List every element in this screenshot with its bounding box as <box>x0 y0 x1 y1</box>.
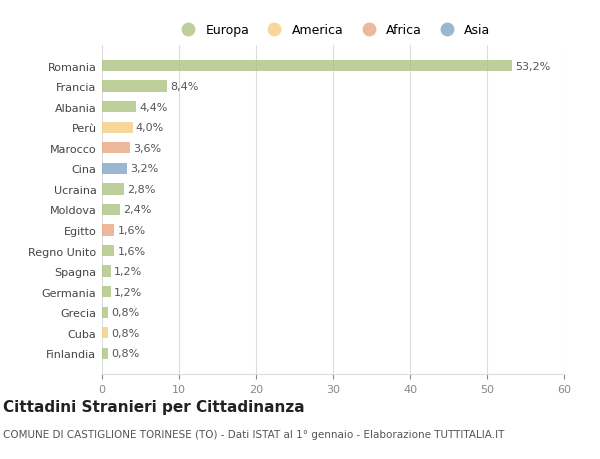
Text: 0,8%: 0,8% <box>111 308 139 318</box>
Bar <box>102 102 136 113</box>
Bar <box>102 204 121 216</box>
Text: 4,0%: 4,0% <box>136 123 164 133</box>
Bar <box>102 286 111 297</box>
Bar <box>102 327 108 339</box>
Text: 1,6%: 1,6% <box>118 246 146 256</box>
Bar <box>102 348 108 359</box>
Bar <box>102 184 124 195</box>
Legend: Europa, America, Africa, Asia: Europa, America, Africa, Asia <box>170 19 496 42</box>
Text: 3,6%: 3,6% <box>133 144 161 153</box>
Text: 2,8%: 2,8% <box>127 185 155 195</box>
Bar <box>102 307 108 318</box>
Text: 0,8%: 0,8% <box>111 328 139 338</box>
Bar <box>102 143 130 154</box>
Bar <box>102 123 133 134</box>
Bar <box>102 163 127 174</box>
Text: 8,4%: 8,4% <box>170 82 198 92</box>
Text: 2,4%: 2,4% <box>124 205 152 215</box>
Bar <box>102 266 111 277</box>
Text: 1,6%: 1,6% <box>118 225 146 235</box>
Text: 0,8%: 0,8% <box>111 348 139 358</box>
Bar <box>102 225 115 236</box>
Bar <box>102 246 115 257</box>
Bar <box>102 61 512 72</box>
Text: COMUNE DI CASTIGLIONE TORINESE (TO) - Dati ISTAT al 1° gennaio - Elaborazione TU: COMUNE DI CASTIGLIONE TORINESE (TO) - Da… <box>3 429 505 439</box>
Bar <box>102 81 167 93</box>
Text: 53,2%: 53,2% <box>515 62 550 72</box>
Text: 3,2%: 3,2% <box>130 164 158 174</box>
Text: 4,4%: 4,4% <box>139 102 167 112</box>
Text: Cittadini Stranieri per Cittadinanza: Cittadini Stranieri per Cittadinanza <box>3 399 305 414</box>
Text: 1,2%: 1,2% <box>115 267 143 276</box>
Text: 1,2%: 1,2% <box>115 287 143 297</box>
